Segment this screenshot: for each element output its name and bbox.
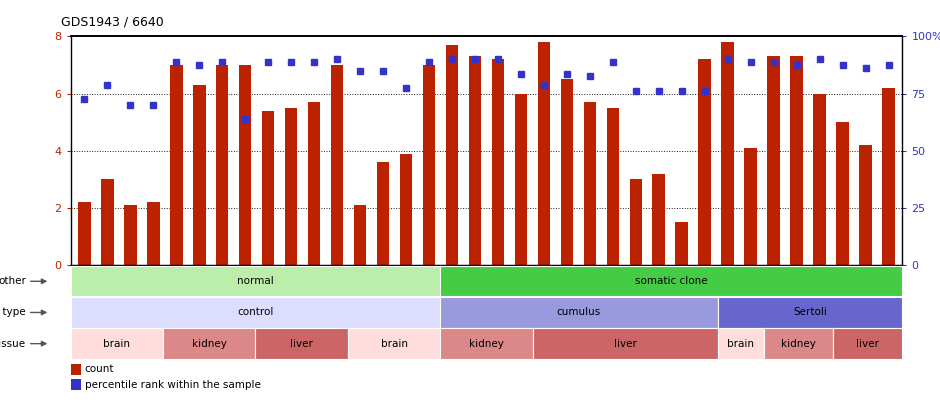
Text: kidney: kidney [781,339,816,349]
Bar [423,65,435,265]
Text: liver: liver [614,339,636,349]
Bar [492,60,504,265]
Bar [239,65,252,265]
Text: brain: brain [728,339,754,349]
Text: somatic clone: somatic clone [635,276,708,286]
Bar [353,205,367,265]
Text: liver: liver [290,339,313,349]
Bar [791,56,803,265]
Bar [837,122,849,265]
Bar [400,154,413,265]
Bar [285,108,297,265]
Bar [262,111,274,265]
Bar [652,174,666,265]
Text: control: control [237,307,274,318]
Bar [331,65,343,265]
Bar [698,60,711,265]
Bar [584,102,596,265]
Bar [216,65,228,265]
Bar [377,162,389,265]
Bar [560,79,573,265]
Bar [147,202,160,265]
Text: cumulus: cumulus [556,307,601,318]
Bar [606,108,619,265]
Bar [538,42,550,265]
Bar [744,148,757,265]
Text: kidney: kidney [192,339,227,349]
Bar [124,205,136,265]
Bar [721,42,734,265]
Bar [78,202,90,265]
Text: brain: brain [381,339,408,349]
Text: other: other [0,276,26,286]
Bar [170,65,182,265]
Text: percentile rank within the sample: percentile rank within the sample [85,379,260,390]
Text: normal: normal [237,276,274,286]
Text: count: count [85,364,114,374]
Bar [446,45,459,265]
Text: Sertoli: Sertoli [793,307,827,318]
Text: tissue: tissue [0,339,26,349]
Bar [193,85,206,265]
Text: kidney: kidney [469,339,504,349]
Text: cell type: cell type [0,307,26,318]
Bar [70,379,81,390]
Bar [101,179,114,265]
Bar [859,145,872,265]
Bar [469,56,481,265]
Bar [514,94,527,265]
Bar [307,102,321,265]
Text: GDS1943 / 6640: GDS1943 / 6640 [61,15,164,28]
Bar [883,88,895,265]
Bar [767,56,780,265]
Bar [676,222,688,265]
Text: liver: liver [856,339,879,349]
Text: brain: brain [103,339,131,349]
Bar [630,179,642,265]
Bar [70,364,81,375]
Bar [813,94,826,265]
